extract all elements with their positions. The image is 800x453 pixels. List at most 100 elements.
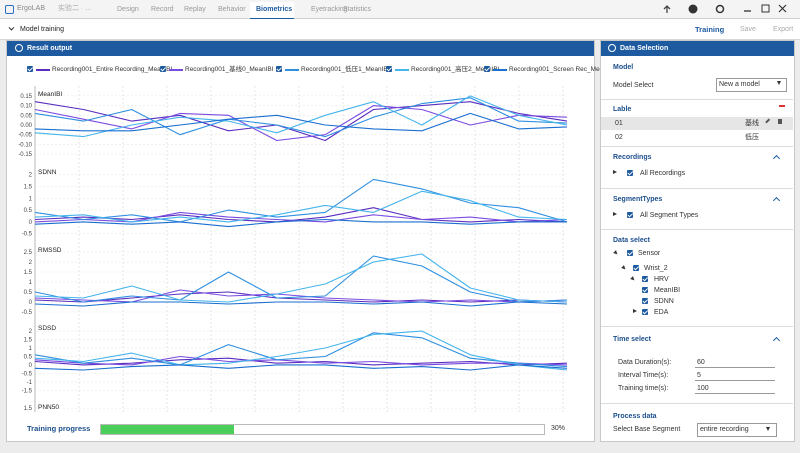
expand-icon[interactable] bbox=[613, 170, 617, 174]
series-line bbox=[34, 291, 568, 303]
field-value[interactable]: 100 bbox=[697, 385, 709, 392]
tree-item: HRV bbox=[654, 276, 669, 283]
tree-item: EDA bbox=[654, 309, 669, 316]
legend-swatch bbox=[285, 69, 299, 71]
nav-bar bbox=[0, 0, 800, 19]
field-label: Interval Time(s): bbox=[618, 372, 669, 379]
add-icon[interactable] bbox=[779, 105, 785, 113]
divider bbox=[601, 229, 793, 230]
field-label: Data Duration(s): bbox=[618, 359, 672, 366]
nav-tab[interactable]: Eyetracking bbox=[311, 6, 348, 13]
checkbox[interactable] bbox=[633, 265, 639, 271]
y-tick-label: -0.5 bbox=[22, 310, 33, 316]
series-line bbox=[34, 330, 568, 371]
field-value[interactable]: 60 bbox=[697, 359, 705, 366]
checkbox[interactable] bbox=[642, 309, 648, 315]
checkbox[interactable] bbox=[642, 276, 648, 282]
legend-swatch bbox=[493, 69, 507, 71]
delete-icon[interactable] bbox=[778, 119, 782, 124]
y-tick-label: 1 bbox=[29, 196, 33, 202]
select-box[interactable] bbox=[697, 423, 777, 437]
divider bbox=[601, 403, 793, 404]
y-tick-label: 0.15 bbox=[20, 94, 32, 100]
chart: 0.15 0.10 0.05 0.00 -0.05 -0.10 -0.15 MeanIBI 2 1… bbox=[18, 86, 568, 412]
tree-item: MeanIBI bbox=[654, 287, 681, 294]
panel-title: PNN50 bbox=[38, 404, 59, 411]
nav-tab[interactable]: Design bbox=[117, 6, 139, 13]
dropdown-arrow bbox=[766, 427, 770, 431]
selected-row[interactable] bbox=[601, 117, 793, 130]
label-name: 低压 bbox=[745, 134, 759, 141]
legend-label: Recording001_Screen Rec_Mea bbox=[509, 66, 604, 73]
app-name: ErgoLAB bbox=[17, 5, 46, 12]
tree-item: Sensor bbox=[638, 250, 661, 257]
label-id: 02 bbox=[615, 134, 623, 141]
y-tick-label: 1 bbox=[29, 346, 33, 352]
section-heading: SegmentTypes bbox=[613, 196, 663, 203]
nav-tab[interactable]: Behavior bbox=[218, 6, 246, 13]
nav-tab[interactable]: Record bbox=[151, 6, 174, 13]
expand-icon[interactable] bbox=[633, 309, 637, 313]
panel-title: SDSD bbox=[38, 325, 56, 332]
tree-item: All Recordings bbox=[640, 170, 686, 177]
checkbox[interactable] bbox=[642, 287, 648, 293]
section-heading: Process data bbox=[613, 413, 657, 420]
legend-checkbox[interactable] bbox=[160, 66, 166, 72]
legend-checkbox[interactable] bbox=[27, 66, 33, 72]
y-tick-label: 1.5 bbox=[24, 270, 33, 276]
save-button[interactable]: Save bbox=[740, 26, 756, 33]
y-tick-label: -0.05 bbox=[18, 133, 32, 139]
y-tick-label: 0 bbox=[29, 300, 33, 306]
project-name[interactable]: 实验二 · ... bbox=[58, 5, 92, 12]
progress-value: 30% bbox=[551, 425, 566, 432]
data-selection-panel bbox=[600, 40, 795, 442]
label-name: 基线 bbox=[745, 120, 759, 127]
y-tick-label: 0.00 bbox=[20, 123, 32, 129]
export-button[interactable]: Export bbox=[773, 26, 794, 33]
select-value: entire recording bbox=[700, 426, 749, 433]
section-heading: Data select bbox=[613, 237, 650, 244]
progress-label: Training progress bbox=[27, 424, 91, 433]
expand-icon[interactable] bbox=[613, 212, 617, 216]
panel-title: SDNN bbox=[38, 169, 57, 176]
legend-checkbox[interactable] bbox=[484, 66, 490, 72]
field-value[interactable]: 5 bbox=[697, 372, 701, 379]
checkbox[interactable] bbox=[627, 250, 633, 256]
input-underline bbox=[695, 393, 775, 394]
section-heading: Recordings bbox=[613, 154, 652, 161]
checkbox[interactable] bbox=[627, 212, 633, 218]
tree-item: All Segment Types bbox=[640, 212, 699, 219]
y-tick-label: 0.5 bbox=[24, 208, 33, 214]
y-tick-label: 1.5 bbox=[24, 406, 33, 412]
training-button[interactable]: Training bbox=[695, 25, 725, 34]
field-label: Select Base Segment bbox=[613, 426, 681, 433]
checkbox[interactable] bbox=[627, 170, 633, 176]
series-line bbox=[34, 97, 568, 138]
field-label: Training time(s): bbox=[618, 385, 669, 392]
field-label: Model Select bbox=[613, 82, 654, 89]
series-line bbox=[34, 101, 568, 142]
legend-checkbox[interactable] bbox=[276, 66, 282, 72]
y-tick-label: 1.5 bbox=[24, 338, 33, 344]
series-line bbox=[34, 289, 568, 303]
y-tick-label: -1 bbox=[27, 380, 33, 386]
legend-label: Recording001_低压1_MeanIBI bbox=[301, 66, 390, 73]
nav-tab[interactable]: Replay bbox=[184, 6, 206, 13]
series-line bbox=[34, 178, 568, 223]
legend-swatch bbox=[395, 69, 409, 71]
section-heading: Time select bbox=[613, 336, 652, 343]
y-tick-label: 2 bbox=[29, 260, 33, 266]
panel-title: Result output bbox=[27, 45, 73, 52]
label-id: 01 bbox=[615, 120, 623, 127]
y-tick-label: -0.5 bbox=[22, 371, 33, 377]
nav-tab[interactable]: Statistics bbox=[343, 6, 372, 13]
y-tick-label: -0.10 bbox=[18, 142, 32, 148]
legend-checkbox[interactable] bbox=[386, 66, 392, 72]
series-line bbox=[34, 190, 568, 223]
checkbox[interactable] bbox=[642, 298, 648, 304]
nav-tab[interactable]: Biometrics bbox=[256, 6, 293, 13]
select-box[interactable] bbox=[716, 78, 787, 92]
progress-fill bbox=[101, 425, 234, 434]
series-line bbox=[34, 355, 568, 366]
